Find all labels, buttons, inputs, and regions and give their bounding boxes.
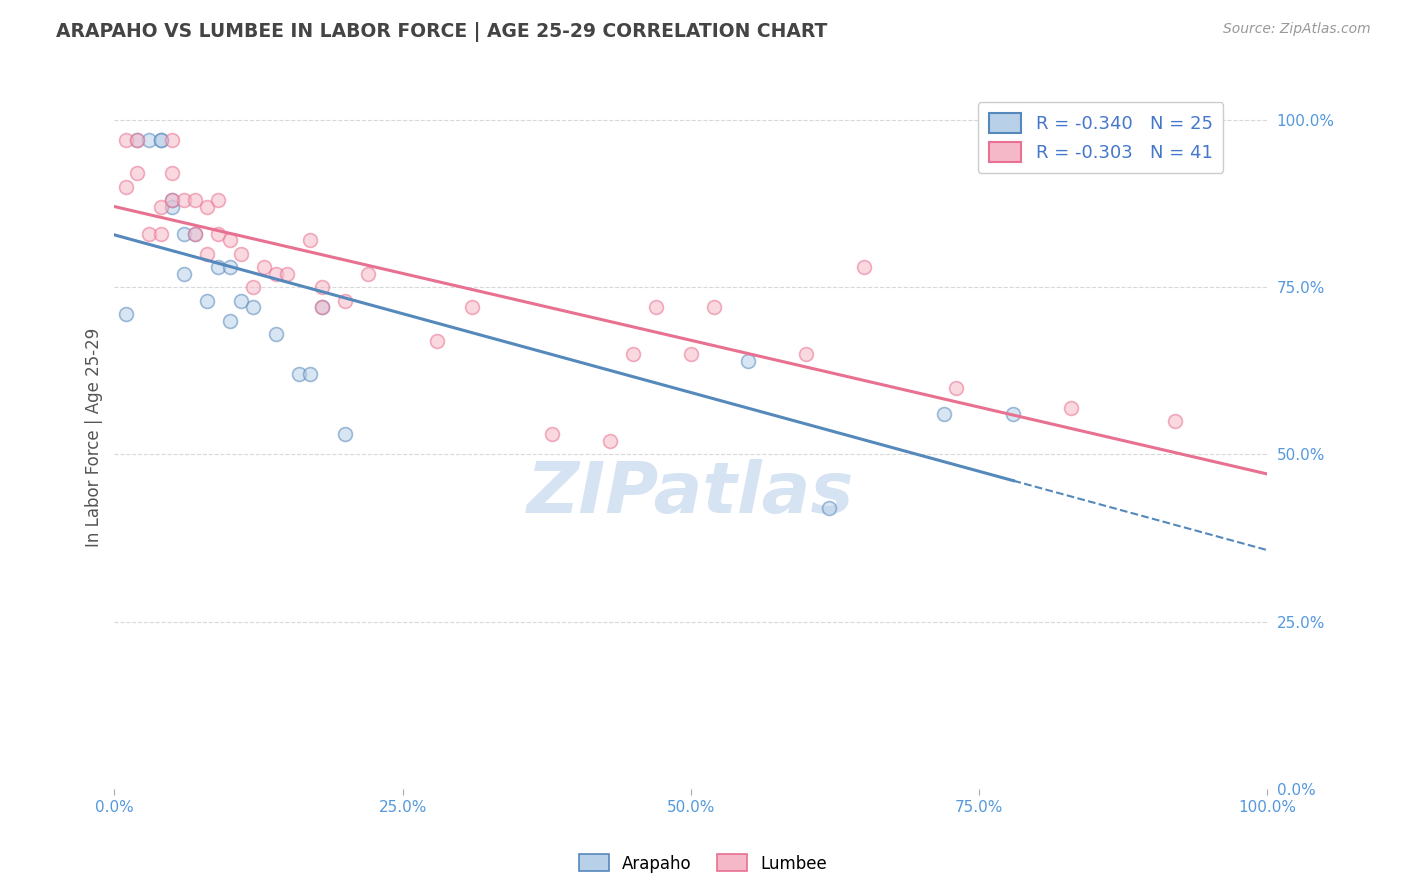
- Point: [264, 267, 287, 281]
- Point: [149, 227, 172, 241]
- Point: [242, 300, 264, 314]
- Point: [115, 133, 138, 147]
- Point: [333, 293, 356, 308]
- Point: [160, 133, 183, 147]
- Point: [127, 133, 149, 147]
- Point: [288, 367, 311, 381]
- Point: [115, 307, 138, 321]
- Point: [461, 300, 484, 314]
- Point: [311, 300, 333, 314]
- Point: [218, 313, 240, 327]
- Point: [149, 133, 172, 147]
- Point: [945, 380, 967, 394]
- Point: [1164, 414, 1187, 428]
- Point: [207, 193, 229, 207]
- Point: [276, 267, 298, 281]
- Point: [149, 200, 172, 214]
- Point: [195, 246, 218, 260]
- Point: [1060, 401, 1083, 415]
- Point: [703, 300, 725, 314]
- Point: [207, 260, 229, 274]
- Y-axis label: In Labor Force | Age 25-29: In Labor Force | Age 25-29: [86, 328, 103, 548]
- Point: [311, 300, 333, 314]
- Point: [852, 260, 875, 274]
- Point: [184, 193, 207, 207]
- Point: [195, 293, 218, 308]
- Text: ZIPatlas: ZIPatlas: [527, 459, 855, 528]
- Point: [184, 227, 207, 241]
- Point: [195, 200, 218, 214]
- Point: [218, 233, 240, 247]
- Point: [160, 193, 183, 207]
- Point: [299, 233, 322, 247]
- Point: [264, 326, 287, 341]
- Point: [426, 334, 449, 348]
- Legend: Arapaho, Lumbee: Arapaho, Lumbee: [572, 847, 834, 880]
- Point: [138, 133, 160, 147]
- Point: [299, 367, 322, 381]
- Text: Source: ZipAtlas.com: Source: ZipAtlas.com: [1223, 22, 1371, 37]
- Point: [138, 227, 160, 241]
- Point: [599, 434, 621, 449]
- Point: [333, 427, 356, 442]
- Point: [207, 227, 229, 241]
- Point: [934, 407, 956, 421]
- Point: [160, 166, 183, 180]
- Point: [149, 133, 172, 147]
- Point: [218, 260, 240, 274]
- Point: [645, 300, 668, 314]
- Point: [242, 280, 264, 294]
- Point: [173, 193, 195, 207]
- Point: [231, 293, 253, 308]
- Point: [311, 280, 333, 294]
- Point: [160, 193, 183, 207]
- Point: [794, 347, 817, 361]
- Point: [253, 260, 276, 274]
- Point: [541, 427, 564, 442]
- Point: [127, 166, 149, 180]
- Point: [184, 227, 207, 241]
- Point: [127, 133, 149, 147]
- Legend: R = -0.340   N = 25, R = -0.303   N = 41: R = -0.340 N = 25, R = -0.303 N = 41: [977, 103, 1223, 173]
- Point: [357, 267, 380, 281]
- Point: [621, 347, 644, 361]
- Point: [231, 246, 253, 260]
- Point: [1002, 407, 1025, 421]
- Point: [737, 353, 759, 368]
- Point: [679, 347, 702, 361]
- Point: [115, 179, 138, 194]
- Point: [173, 227, 195, 241]
- Point: [173, 267, 195, 281]
- Text: ARAPAHO VS LUMBEE IN LABOR FORCE | AGE 25-29 CORRELATION CHART: ARAPAHO VS LUMBEE IN LABOR FORCE | AGE 2…: [56, 22, 828, 42]
- Point: [160, 200, 183, 214]
- Point: [818, 501, 841, 516]
